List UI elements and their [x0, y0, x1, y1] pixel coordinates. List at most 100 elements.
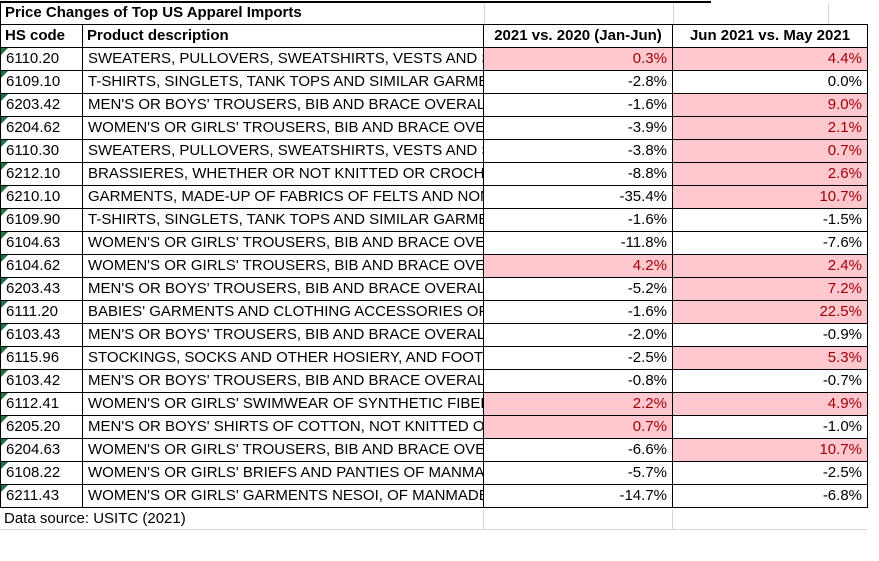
- mom-change-cell[interactable]: -7.6%: [672, 231, 868, 255]
- product-description-cell[interactable]: WOMEN'S OR GIRLS' TROUSERS, BIB AND BRAC…: [82, 116, 484, 140]
- hs-code-value: 6205.20: [6, 418, 61, 435]
- yoy-change-cell[interactable]: -1.6%: [483, 208, 673, 232]
- hs-code-cell[interactable]: 6103.42: [0, 369, 83, 393]
- product-description-cell[interactable]: STOCKINGS, SOCKS AND OTHER HOSIERY, AND …: [82, 346, 484, 370]
- mom-change-cell[interactable]: 2.6%: [672, 162, 868, 186]
- mom-change-cell[interactable]: 4.4%: [672, 47, 868, 71]
- mom-change-cell[interactable]: 5.3%: [672, 346, 868, 370]
- yoy-change-cell[interactable]: 0.3%: [483, 47, 673, 71]
- mom-change-cell[interactable]: 10.7%: [672, 438, 868, 462]
- yoy-change-cell[interactable]: -1.6%: [483, 93, 673, 117]
- table-row: 6103.42 MEN'S OR BOYS' TROUSERS, BIB AND …: [0, 369, 868, 393]
- hs-code-cell[interactable]: 6115.96: [0, 346, 83, 370]
- yoy-change-cell[interactable]: -2.8%: [483, 70, 673, 94]
- error-flag-triangle-icon: [1, 485, 8, 492]
- mom-change-cell[interactable]: 7.2%: [672, 277, 868, 301]
- product-description-cell[interactable]: WOMEN'S OR GIRLS' TROUSERS, BIB AND BRAC…: [82, 254, 484, 278]
- product-description-cell[interactable]: MEN'S OR BOYS' SHIRTS OF COTTON, NOT KNI…: [82, 415, 484, 439]
- hs-code-cell[interactable]: 6108.22: [0, 461, 83, 485]
- table-row: 6108.22 WOMEN'S OR GIRLS' BRIEFS AND PANT…: [0, 461, 868, 485]
- product-description-cell[interactable]: BRASSIERES, WHETHER OR NOT KNITTED OR CR…: [82, 162, 484, 186]
- yoy-change-cell[interactable]: -8.8%: [483, 162, 673, 186]
- yoy-change-cell[interactable]: 0.7%: [483, 415, 673, 439]
- table-row: 6112.41 WOMEN'S OR GIRLS' SWIMWEAR OF SYN…: [0, 392, 868, 416]
- table-row: 6211.43 WOMEN'S OR GIRLS' GARMENTS NESOI,…: [0, 484, 868, 508]
- col-header-hs-code[interactable]: HS code: [0, 24, 83, 48]
- hs-code-cell[interactable]: 6203.42: [0, 93, 83, 117]
- title-top-border: [1, 1, 711, 3]
- hs-code-cell[interactable]: 6211.43: [0, 484, 83, 508]
- sheet-title[interactable]: Price Changes of Top US Apparel Imports: [5, 4, 302, 21]
- hs-code-cell[interactable]: 6104.62: [0, 254, 83, 278]
- yoy-change-cell[interactable]: 4.2%: [483, 254, 673, 278]
- hs-code-value: 6110.30: [6, 142, 60, 159]
- mom-change-cell[interactable]: 4.9%: [672, 392, 868, 416]
- mom-change-cell[interactable]: 22.5%: [672, 300, 868, 324]
- hs-code-cell[interactable]: 6204.62: [0, 116, 83, 140]
- product-description-cell[interactable]: BABIES' GARMENTS AND CLOTHING ACCESSORIE…: [82, 300, 484, 324]
- yoy-change-cell[interactable]: -3.9%: [483, 116, 673, 140]
- hs-code-cell[interactable]: 6103.43: [0, 323, 83, 347]
- hs-code-cell[interactable]: 6109.90: [0, 208, 83, 232]
- mom-change-cell[interactable]: 0.7%: [672, 139, 868, 163]
- mom-change-cell[interactable]: 2.1%: [672, 116, 868, 140]
- gridline: [672, 510, 673, 529]
- mom-change-cell[interactable]: -2.5%: [672, 461, 868, 485]
- yoy-change-cell[interactable]: -2.5%: [483, 346, 673, 370]
- product-description-cell[interactable]: MEN'S OR BOYS' TROUSERS, BIB AND BRACE O…: [82, 277, 484, 301]
- yoy-change-cell[interactable]: 2.2%: [483, 392, 673, 416]
- hs-code-cell[interactable]: 6112.41: [0, 392, 83, 416]
- yoy-change-cell[interactable]: -6.6%: [483, 438, 673, 462]
- product-description-cell[interactable]: MEN'S OR BOYS' TROUSERS, BIB AND BRACE O…: [82, 323, 484, 347]
- product-description-cell[interactable]: MEN'S OR BOYS' TROUSERS, BIB AND BRACE O…: [82, 369, 484, 393]
- mom-change-cell[interactable]: 10.7%: [672, 185, 868, 209]
- yoy-change-cell[interactable]: -14.7%: [483, 484, 673, 508]
- mom-change-cell[interactable]: -1.0%: [672, 415, 868, 439]
- yoy-change-cell[interactable]: -2.0%: [483, 323, 673, 347]
- mom-change-cell[interactable]: 9.0%: [672, 93, 868, 117]
- yoy-change-cell[interactable]: -5.2%: [483, 277, 673, 301]
- product-description-cell[interactable]: SWEATERS, PULLOVERS, SWEATSHIRTS, VESTS …: [82, 47, 484, 71]
- yoy-change-cell[interactable]: -5.7%: [483, 461, 673, 485]
- product-description-cell[interactable]: T-SHIRTS, SINGLETS, TANK TOPS AND SIMILA…: [82, 208, 484, 232]
- hs-code-cell[interactable]: 6205.20: [0, 415, 83, 439]
- data-source-note[interactable]: Data source: USITC (2021): [4, 510, 186, 527]
- mom-change-cell[interactable]: 0.0%: [672, 70, 868, 94]
- product-description-cell[interactable]: WOMEN'S OR GIRLS' TROUSERS, BIB AND BRAC…: [82, 438, 484, 462]
- hs-code-cell[interactable]: 6110.20: [0, 47, 83, 71]
- product-description-cell[interactable]: SWEATERS, PULLOVERS, SWEATSHIRTS, VESTS …: [82, 139, 484, 163]
- hs-code-cell[interactable]: 6212.10: [0, 162, 83, 186]
- hs-code-cell[interactable]: 6204.63: [0, 438, 83, 462]
- col-header-mom-change[interactable]: Jun 2021 vs. May 2021: [672, 24, 868, 48]
- yoy-change-cell[interactable]: -1.6%: [483, 300, 673, 324]
- col-header-product-description[interactable]: Product description: [82, 24, 484, 48]
- product-description-cell[interactable]: WOMEN'S OR GIRLS' GARMENTS NESOI, OF MAN…: [82, 484, 484, 508]
- error-flag-triangle-icon: [1, 393, 8, 400]
- mom-change-cell[interactable]: 2.4%: [672, 254, 868, 278]
- hs-code-cell[interactable]: 6109.10: [0, 70, 83, 94]
- col-header-yoy-change[interactable]: 2021 vs. 2020 (Jan-Jun): [483, 24, 673, 48]
- table-row: 6204.63 WOMEN'S OR GIRLS' TROUSERS, BIB A…: [0, 438, 868, 462]
- yoy-change-cell[interactable]: -0.8%: [483, 369, 673, 393]
- product-description-cell[interactable]: WOMEN'S OR GIRLS' SWIMWEAR OF SYNTHETIC …: [82, 392, 484, 416]
- yoy-change-cell[interactable]: -11.8%: [483, 231, 673, 255]
- error-flag-triangle-icon: [1, 278, 8, 285]
- product-description-cell[interactable]: WOMEN'S OR GIRLS' BRIEFS AND PANTIES OF …: [82, 461, 484, 485]
- yoy-change-cell[interactable]: -35.4%: [483, 185, 673, 209]
- mom-change-cell[interactable]: -1.5%: [672, 208, 868, 232]
- product-description-cell[interactable]: WOMEN'S OR GIRLS' TROUSERS, BIB AND BRAC…: [82, 231, 484, 255]
- table-row: 6204.62 WOMEN'S OR GIRLS' TROUSERS, BIB A…: [0, 116, 868, 140]
- hs-code-cell[interactable]: 6111.20: [0, 300, 83, 324]
- mom-change-cell[interactable]: -6.8%: [672, 484, 868, 508]
- hs-code-cell[interactable]: 6203.43: [0, 277, 83, 301]
- hs-code-cell[interactable]: 6110.30: [0, 139, 83, 163]
- product-description-cell[interactable]: MEN'S OR BOYS' TROUSERS, BIB AND BRACE O…: [82, 93, 484, 117]
- product-description-cell[interactable]: GARMENTS, MADE-UP OF FABRICS OF FELTS AN…: [82, 185, 484, 209]
- mom-change-cell[interactable]: -0.9%: [672, 323, 868, 347]
- yoy-change-cell[interactable]: -3.8%: [483, 139, 673, 163]
- hs-code-cell[interactable]: 6104.63: [0, 231, 83, 255]
- hs-code-value: 6211.43: [6, 487, 60, 504]
- hs-code-cell[interactable]: 6210.10: [0, 185, 83, 209]
- product-description-cell[interactable]: T-SHIRTS, SINGLETS, TANK TOPS AND SIMILA…: [82, 70, 484, 94]
- mom-change-cell[interactable]: -0.7%: [672, 369, 868, 393]
